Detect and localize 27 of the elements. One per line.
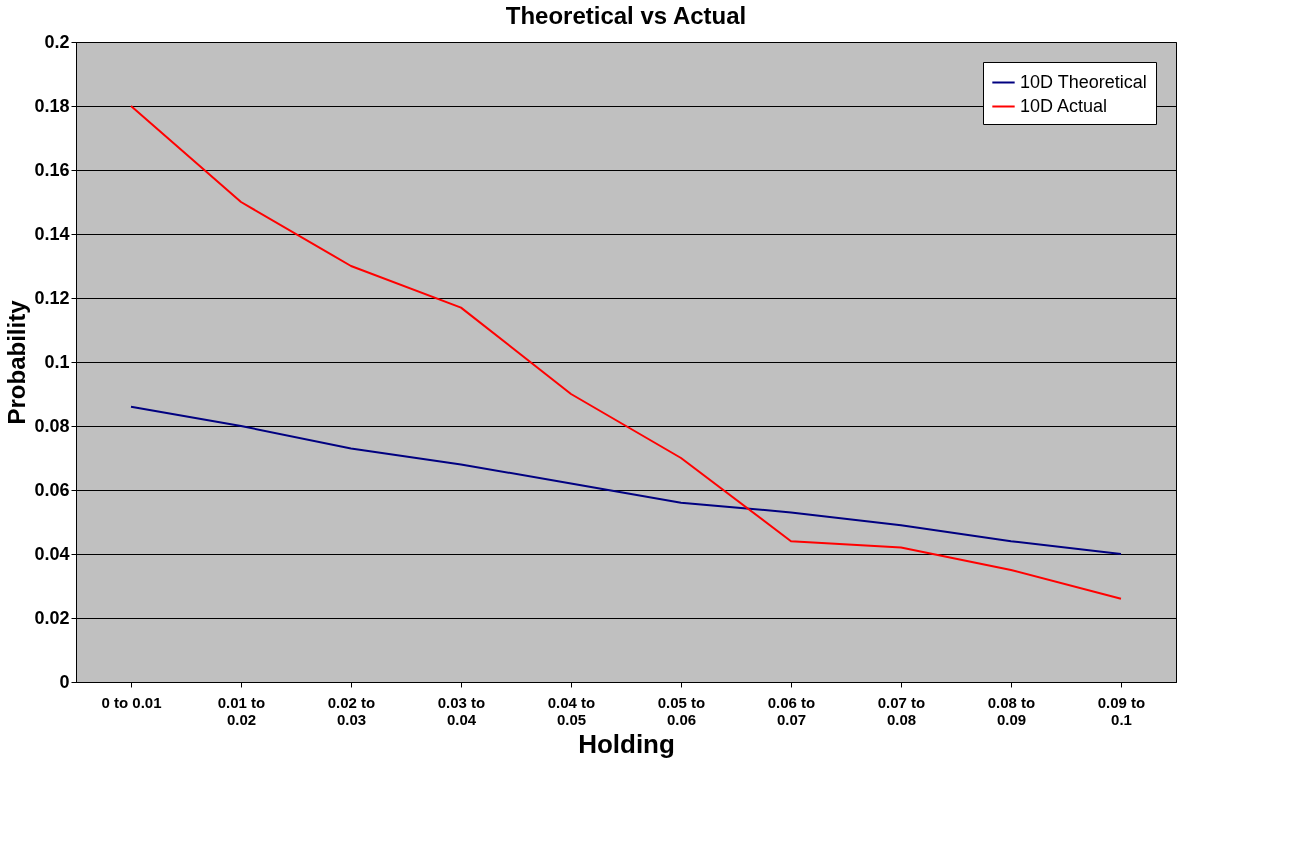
chart-title: Theoretical vs Actual — [505, 2, 747, 29]
x-tick-label: 0 to 0.01 — [101, 693, 162, 711]
x-tick-label: 0.08 to 0.09 — [987, 693, 1036, 728]
y-axis-title: Probability — [3, 299, 31, 425]
y-tick-label: 0.12 — [34, 287, 70, 308]
x-tick-label: 0.05 to 0.06 — [657, 693, 706, 728]
x-tick-label: 0.03 to 0.04 — [437, 693, 486, 728]
legend-label: 10D Theoretical — [1020, 71, 1147, 92]
x-tick-label: 0.01 to 0.02 — [217, 693, 266, 728]
x-tick-label: 0.04 to 0.05 — [547, 693, 596, 728]
x-tick-label: 0.07 to 0.08 — [877, 693, 926, 728]
x-axis-title: Holding — [578, 728, 675, 759]
y-tick-label: 0.04 — [34, 543, 70, 564]
y-tick-label: 0.18 — [34, 95, 70, 116]
y-tick-label: 0.08 — [34, 415, 70, 436]
y-tick-label: 0.16 — [34, 159, 70, 180]
y-tick-label: 0.06 — [34, 479, 70, 500]
y-tick-label: 0.2 — [44, 31, 70, 52]
x-tick-label: 0.02 to 0.03 — [327, 693, 376, 728]
legend-label: 10D Actual — [1020, 95, 1108, 116]
y-tick-label: 0.14 — [34, 223, 70, 244]
y-tick-label: 0.1 — [44, 351, 70, 372]
x-tick-label: 0.09 to 0.1 — [1097, 693, 1146, 728]
y-tick-label: 0 — [59, 671, 70, 692]
y-tick-label: 0.02 — [34, 607, 70, 628]
line-series — [130, 405, 1122, 555]
x-tick-label: 0.06 to 0.07 — [767, 693, 816, 728]
